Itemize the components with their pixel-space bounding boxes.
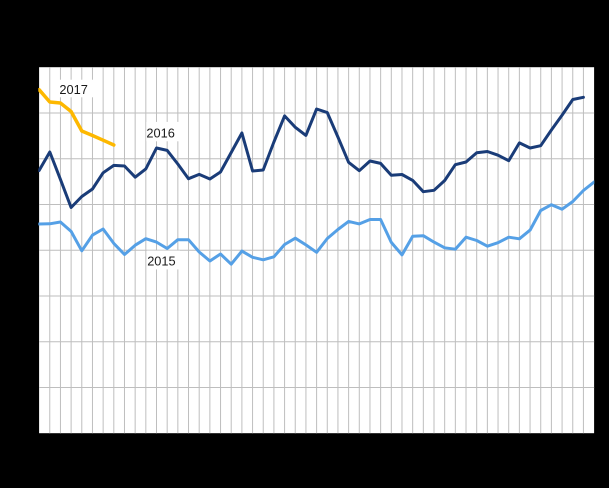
- svg-text:2015: 2015: [147, 254, 175, 269]
- svg-text:2016: 2016: [146, 125, 174, 140]
- svg-text:2017: 2017: [59, 82, 87, 97]
